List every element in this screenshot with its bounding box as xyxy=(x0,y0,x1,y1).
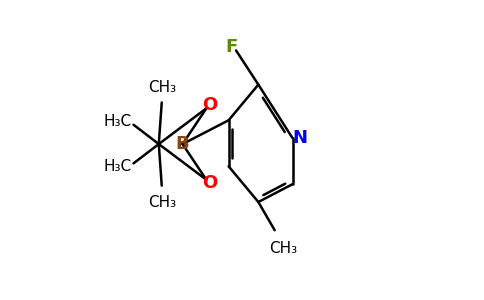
Text: CH₃: CH₃ xyxy=(148,80,176,95)
Text: CH₃: CH₃ xyxy=(270,241,298,256)
Text: F: F xyxy=(226,38,238,56)
Text: O: O xyxy=(202,174,217,192)
Text: H₃C: H₃C xyxy=(103,159,131,174)
Text: B: B xyxy=(176,135,189,153)
Text: O: O xyxy=(202,96,217,114)
Text: N: N xyxy=(292,129,307,147)
Text: CH₃: CH₃ xyxy=(148,194,176,209)
Text: H₃C: H₃C xyxy=(103,114,131,129)
